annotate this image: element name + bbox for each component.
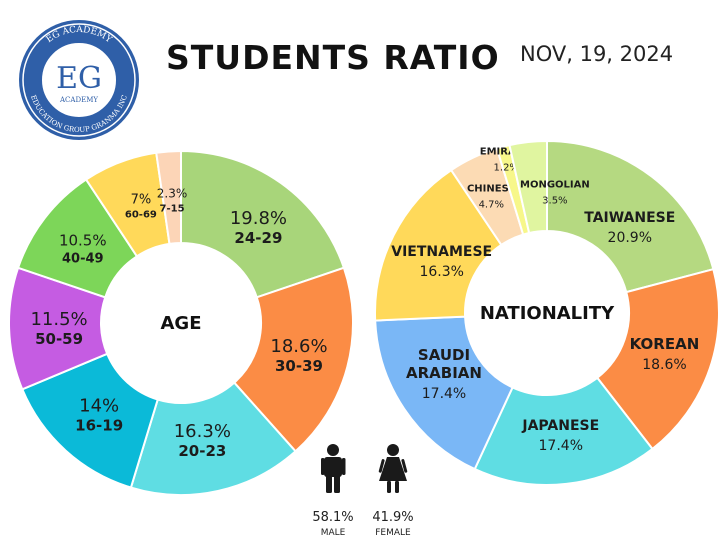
center-label: NATIONALITY xyxy=(480,303,615,324)
category-label-20-23: 20-23 xyxy=(178,442,226,460)
value-label-mongolian: 3.5% xyxy=(542,195,567,206)
category-label-16-19: 16-19 xyxy=(75,416,123,434)
donut-nationality: TAIWANESE 20.9% KOREAN 18.6% JAPANESE 17.4% SA… xyxy=(374,139,720,486)
slice-vietnamese xyxy=(374,168,503,322)
slice-korean xyxy=(595,267,720,451)
category-label-japanese: JAPANESE xyxy=(521,418,599,434)
value-label-vietnamese: 16.3% xyxy=(419,264,463,280)
slice-mongolian xyxy=(508,139,548,235)
category-label-mongolian: MONGOLIAN xyxy=(520,179,590,190)
category-label-vietnamese: VIETNAMESE xyxy=(391,244,492,260)
category-label-emiratis: EMIRATIS xyxy=(480,146,533,157)
slice-7-15 xyxy=(155,149,182,245)
donut-age: 19.8%24-29 18.6%30-39 16.3%20-23 14%16-19 11… xyxy=(8,149,354,496)
slice-24-29 xyxy=(180,149,346,299)
value-label-40-49: 10.5% xyxy=(59,231,107,249)
category-label-chinese: CHINESE xyxy=(467,184,516,195)
page-title: STUDENTS RATIO xyxy=(166,38,500,77)
slice-taiwanese xyxy=(546,139,715,294)
category-label-taiwanese: TAIWANESE xyxy=(584,210,675,226)
center-label: AGE xyxy=(160,313,201,334)
category-label-30-39: 30-39 xyxy=(275,357,323,375)
value-label-30-39: 18.6% xyxy=(270,336,327,357)
category-label-24-29: 24-29 xyxy=(234,229,282,247)
category-label-saudi-arabian-1: SAUDI xyxy=(418,346,470,364)
value-label-japanese: 17.4% xyxy=(539,438,583,454)
value-label-taiwanese: 20.9% xyxy=(608,230,652,246)
value-label-saudi-arabian: 17.4% xyxy=(422,386,466,402)
value-label-60-69: 7% xyxy=(131,193,152,208)
slice-saudi-arabian xyxy=(374,315,514,471)
category-label-korean: KOREAN xyxy=(630,335,700,353)
date-label: NOV, 19, 2024 xyxy=(520,42,674,66)
value-label-16-19: 14% xyxy=(79,395,119,416)
slice-japanese xyxy=(473,376,654,486)
value-label-korean: 18.6% xyxy=(642,357,686,373)
value-label-7-15: 2.3% xyxy=(157,186,188,200)
value-label-50-59: 11.5% xyxy=(30,309,87,330)
category-label-40-49: 40-49 xyxy=(62,251,104,266)
slice-20-23 xyxy=(129,381,297,496)
value-label-chinese: 4.7% xyxy=(479,200,504,211)
value-label-emiratis: 1.2% xyxy=(494,162,519,173)
category-label-7-15: 7-15 xyxy=(160,203,185,214)
category-label-50-59: 50-59 xyxy=(35,330,83,348)
value-label-20-23: 16.3% xyxy=(174,421,231,442)
value-label-24-29: 19.8% xyxy=(230,208,287,229)
category-label-saudi-arabian-2: ARABIAN xyxy=(406,364,482,382)
slice-30-39 xyxy=(232,266,354,453)
category-label-60-69: 60-69 xyxy=(125,210,157,221)
